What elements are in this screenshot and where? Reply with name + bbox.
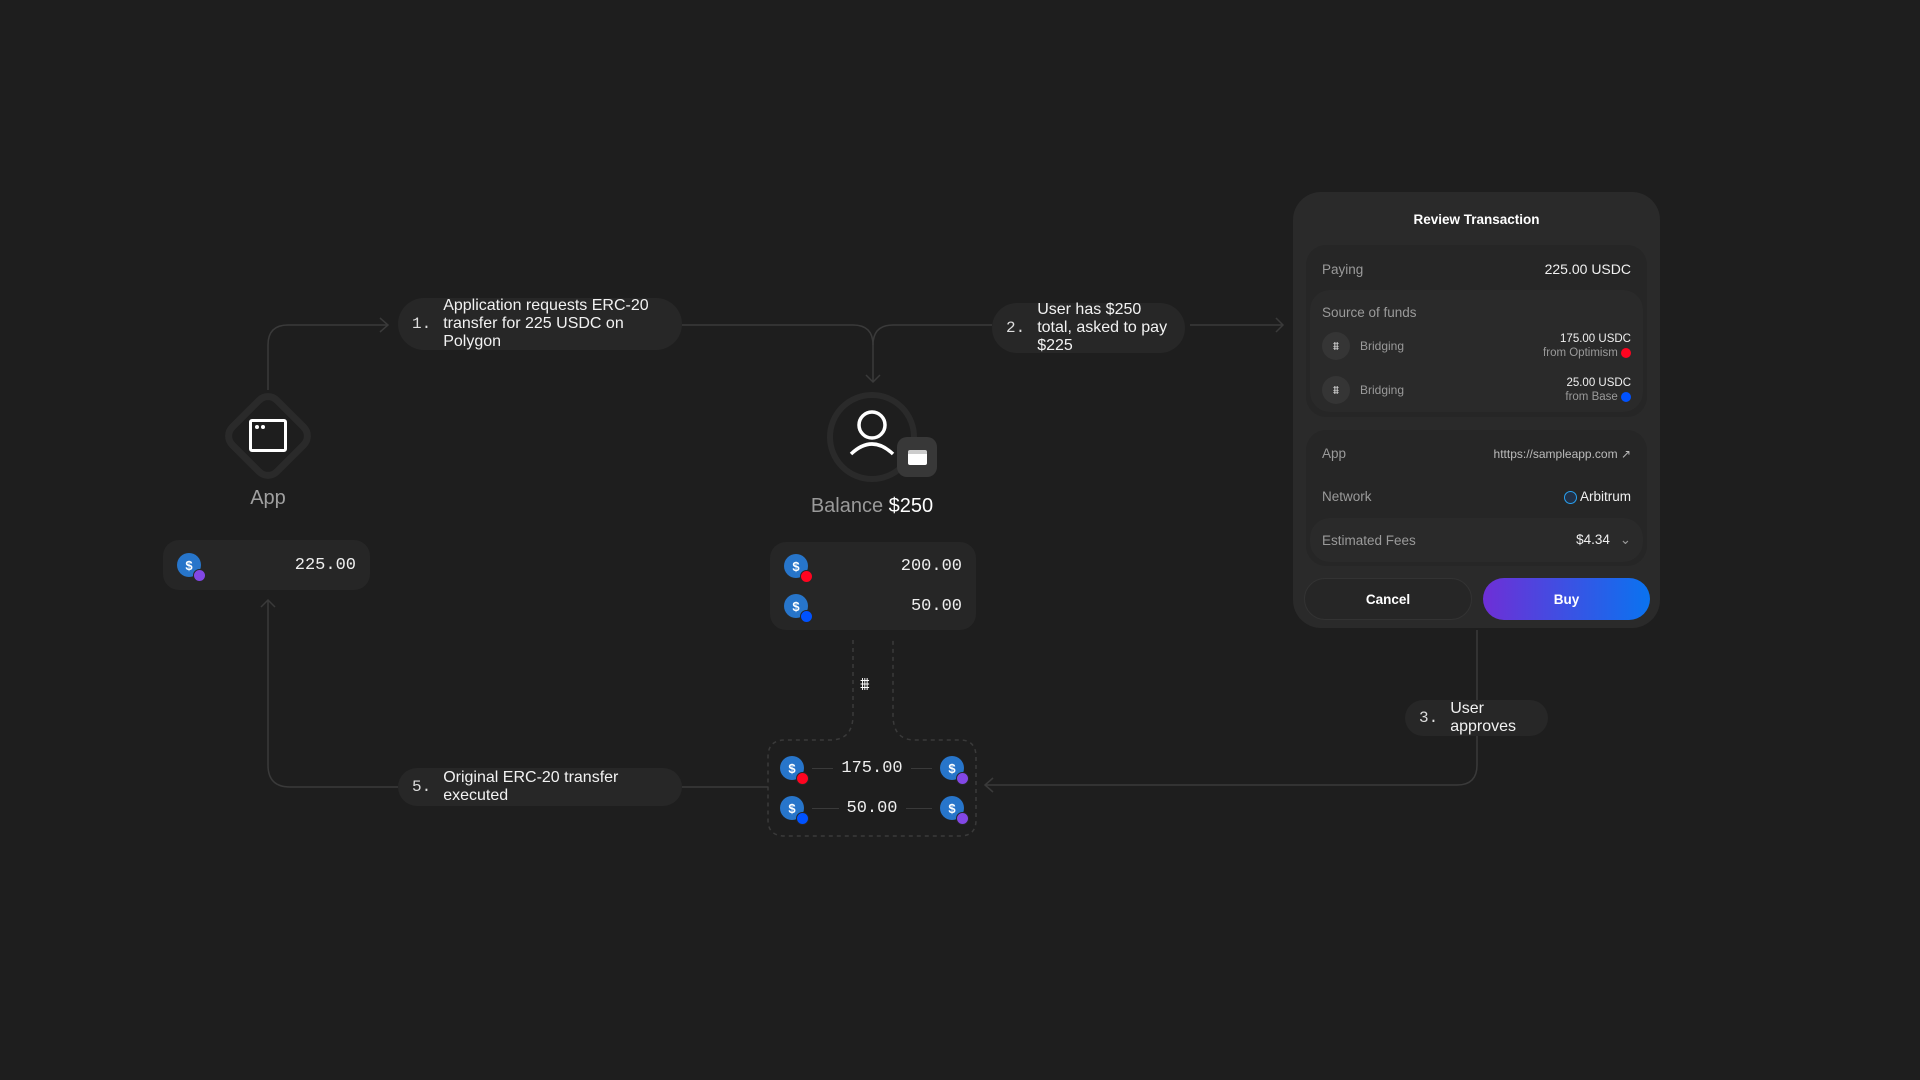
holding-row: $200.00 xyxy=(784,554,962,583)
chevron-down-icon: ⌄ xyxy=(1619,532,1631,547)
holding-row: $50.00 xyxy=(784,594,962,623)
app-window-icon xyxy=(249,419,287,452)
bridge-icon: ⩩ xyxy=(860,674,870,694)
external-link-icon: ↗ xyxy=(1620,446,1631,461)
usdc-polygon-icon: $ xyxy=(177,553,206,582)
estimated-fees-dropdown[interactable]: Estimated Fees $4.34 ⌄ xyxy=(1310,518,1643,562)
usdc-polygon-icon: $ xyxy=(940,756,969,785)
base-icon xyxy=(1621,391,1631,402)
arbitrum-icon xyxy=(1563,490,1577,504)
usdc-base-icon: $ xyxy=(784,594,813,623)
step-2-label: 2. User has $250 total, asked to pay $225 xyxy=(992,301,1185,354)
bridge-icon: ⩩ xyxy=(1322,376,1350,404)
step-1-label: 1. Application requests ERC-20 transfer f… xyxy=(398,297,682,350)
usdc-polygon-icon: $ xyxy=(940,796,970,825)
step-5-label: 5. Original ERC-20 transfer executed xyxy=(398,768,682,806)
usdc-base-icon: $ xyxy=(780,796,809,825)
optimism-icon xyxy=(1621,347,1631,358)
app-balance-card: $225.00 xyxy=(163,540,370,590)
step-3-label: 3. User approves xyxy=(1405,700,1548,736)
cancel-button[interactable]: Cancel xyxy=(1304,578,1472,620)
user-icon xyxy=(849,410,895,456)
app-label: App xyxy=(250,487,286,509)
usdc-optimism-icon: $ xyxy=(784,554,813,583)
wallet-icon xyxy=(897,437,937,477)
user-holdings-card: $200.00 $50.00 xyxy=(770,542,976,630)
panel-title: Review Transaction xyxy=(1413,212,1540,227)
usdc-optimism-icon: $ xyxy=(780,756,809,785)
source-row: ⩩ Bridging 175.00 USDC from Optimism xyxy=(1322,332,1631,360)
bridge-icon: ⩩ xyxy=(1322,332,1350,360)
bridge-transfers: $175.00 $ $50.00 $ xyxy=(768,740,976,836)
buy-button[interactable]: Buy xyxy=(1483,578,1650,620)
balance-text: Balance $250 xyxy=(810,495,934,517)
source-row: ⩩ Bridging 25.00 USDC from Base xyxy=(1322,376,1631,404)
app-link[interactable]: htttps://sampleapp.com ↗ xyxy=(1493,446,1631,461)
review-transaction-panel: Review Transaction Paying 225.00 USDC Sou… xyxy=(1293,192,1660,628)
